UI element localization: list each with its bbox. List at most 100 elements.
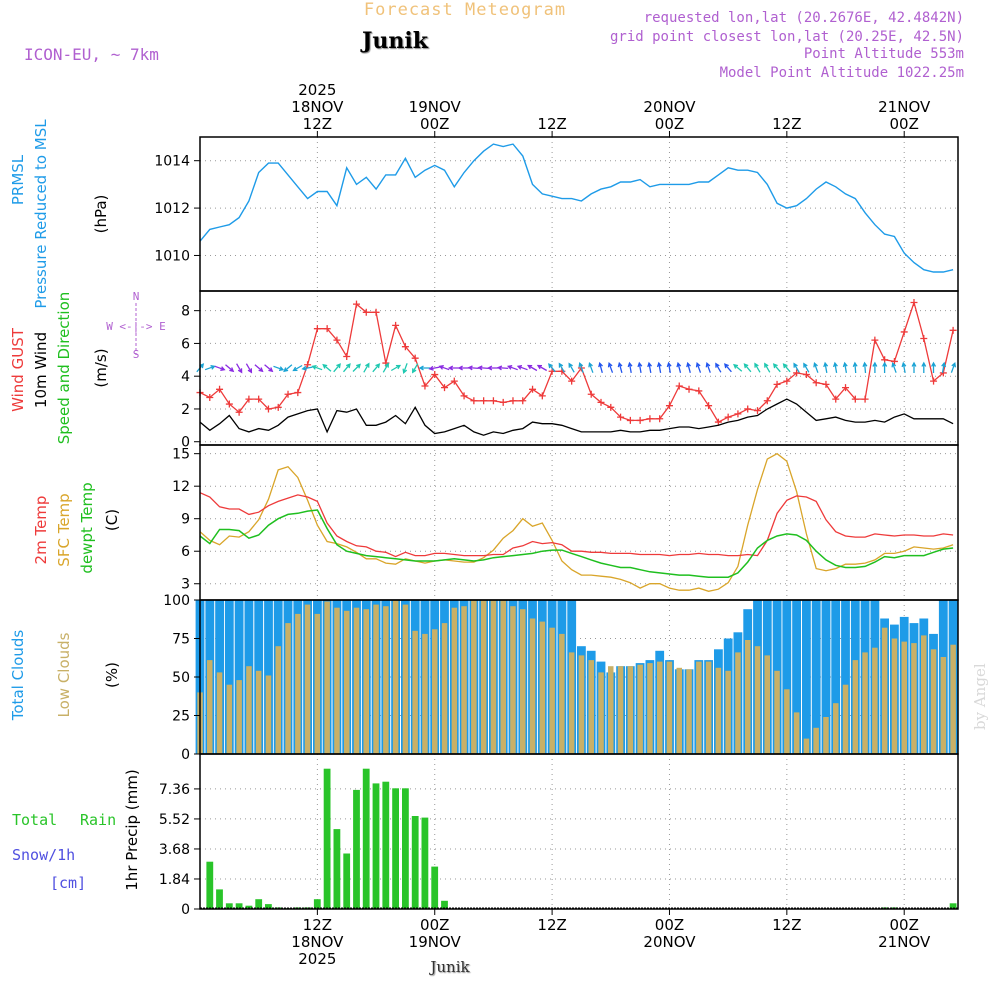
wind-direction-arrow bbox=[588, 362, 594, 373]
wind-direction-arrow bbox=[598, 361, 603, 373]
total-cloud-bar bbox=[821, 600, 831, 754]
low-cloud-bar bbox=[881, 627, 888, 754]
gust-marker bbox=[519, 397, 527, 405]
wind-direction-arrow bbox=[311, 365, 323, 371]
gust-marker bbox=[861, 395, 869, 403]
sfc-temp-label: SFC Temp bbox=[55, 493, 73, 566]
low-cloud-bar bbox=[793, 712, 800, 754]
low-cloud-bar bbox=[862, 652, 868, 754]
gust-marker bbox=[773, 380, 781, 388]
low-cloud-bar bbox=[304, 604, 311, 754]
gust-marker bbox=[568, 377, 576, 385]
wind-direction-arrow bbox=[617, 361, 623, 373]
low-cloud-bar bbox=[715, 667, 722, 754]
low-cloud-bar bbox=[265, 675, 272, 754]
wind-direction-arrow bbox=[666, 361, 672, 374]
total-cloud-bar bbox=[224, 600, 234, 754]
total-cloud-bar bbox=[831, 600, 841, 754]
rain-bar bbox=[949, 903, 957, 909]
low-cloud-bar bbox=[725, 670, 731, 754]
low-cloud-bar bbox=[549, 627, 555, 754]
wind-direction-arrow bbox=[656, 361, 662, 374]
low-cloud-bar bbox=[696, 661, 702, 754]
wind-direction-arrow bbox=[428, 365, 440, 371]
wind-unit-label: (m/s) bbox=[92, 348, 110, 387]
y-tick-label: 6 bbox=[181, 544, 190, 560]
gust-marker bbox=[636, 416, 644, 424]
low-cloud-bar bbox=[402, 604, 409, 754]
low-cloud-bar bbox=[647, 663, 653, 754]
top-time-label: 00Z bbox=[890, 115, 919, 133]
low-cloud-bar bbox=[324, 601, 330, 754]
y-tick-label: 12 bbox=[172, 479, 190, 495]
wind-direction-arrow bbox=[363, 362, 370, 373]
pressure-unit-label: (hPa) bbox=[92, 195, 110, 234]
rain-bar bbox=[411, 816, 419, 909]
wind-direction-arrow bbox=[254, 364, 264, 373]
gust-marker bbox=[255, 395, 263, 403]
y-tick-label: 1.84 bbox=[159, 872, 190, 888]
gust-marker bbox=[499, 398, 507, 406]
rain-bar bbox=[343, 853, 351, 909]
rain-bar bbox=[206, 861, 214, 909]
wind-direction-arrow bbox=[372, 363, 381, 373]
low-cloud-bar bbox=[207, 660, 213, 754]
wind-direction-arrow bbox=[754, 362, 761, 373]
low-cloud-bar bbox=[461, 606, 467, 754]
pressure-line bbox=[199, 143, 954, 273]
bottom-time-label: 21NOV bbox=[878, 933, 931, 951]
panel-frame bbox=[199, 444, 959, 601]
low-cloud-bar bbox=[940, 657, 947, 754]
footer-location: Junik bbox=[428, 958, 470, 976]
gust-marker bbox=[851, 395, 859, 403]
y-tick-label: 75 bbox=[172, 632, 190, 648]
gust-marker bbox=[802, 371, 810, 379]
top-time-label: 00Z bbox=[655, 115, 684, 133]
wind-direction-arrow bbox=[578, 362, 584, 373]
wind-direction-arrow bbox=[823, 361, 829, 374]
gust-marker bbox=[421, 382, 429, 390]
wind-direction-arrow bbox=[931, 361, 937, 373]
wind-direction-arrow bbox=[862, 361, 868, 374]
low-cloud-bar bbox=[617, 666, 624, 754]
wind-direction-arrow bbox=[568, 362, 575, 373]
wind-direction-arrow bbox=[782, 363, 791, 373]
low-cloud-bar bbox=[588, 660, 594, 754]
low-cloud-bar bbox=[774, 670, 780, 754]
wind-direction-arrow bbox=[803, 362, 810, 373]
gust-marker bbox=[607, 403, 615, 411]
total-cloud-bar bbox=[811, 600, 821, 754]
rain-bar bbox=[392, 788, 399, 909]
gust-marker bbox=[333, 336, 341, 344]
wind-direction-arrow bbox=[283, 364, 293, 373]
gust-marker bbox=[323, 325, 331, 333]
gust-marker bbox=[734, 410, 742, 418]
wind-direction-arrow bbox=[418, 365, 430, 371]
wind-direction-arrow bbox=[204, 365, 216, 371]
total-cloud-bar bbox=[841, 600, 850, 754]
wind-direction-arrow bbox=[548, 363, 556, 373]
gust-marker bbox=[216, 385, 224, 393]
wind-direction-arrow bbox=[245, 363, 253, 374]
gust-marker bbox=[871, 336, 879, 344]
gust-marker bbox=[646, 415, 654, 423]
wind-direction-arrow bbox=[627, 361, 633, 374]
wind-direction-arrow bbox=[733, 363, 743, 372]
rain-bar bbox=[304, 907, 311, 909]
side-labels: PRMSL Pressure Reduced to MSL (hPa) Wind GU… bbox=[9, 119, 166, 892]
y-tick-label: 6 bbox=[181, 336, 190, 352]
gust-marker bbox=[744, 405, 752, 413]
low-cloud-bar bbox=[353, 607, 360, 754]
low-cloud-bar bbox=[598, 672, 604, 754]
low-cloud-bar bbox=[216, 672, 223, 754]
wind-direction-arrow bbox=[882, 361, 888, 373]
gust-marker bbox=[206, 393, 214, 401]
y-tick-label: 50 bbox=[172, 670, 190, 686]
low-cloud-bar bbox=[236, 680, 242, 754]
y-tick-label: 3 bbox=[181, 577, 190, 593]
wind-direction-arrow bbox=[686, 361, 691, 373]
gust-marker bbox=[225, 400, 233, 408]
low-cloud-bar bbox=[686, 669, 692, 754]
wind-direction-arrow bbox=[225, 364, 235, 373]
